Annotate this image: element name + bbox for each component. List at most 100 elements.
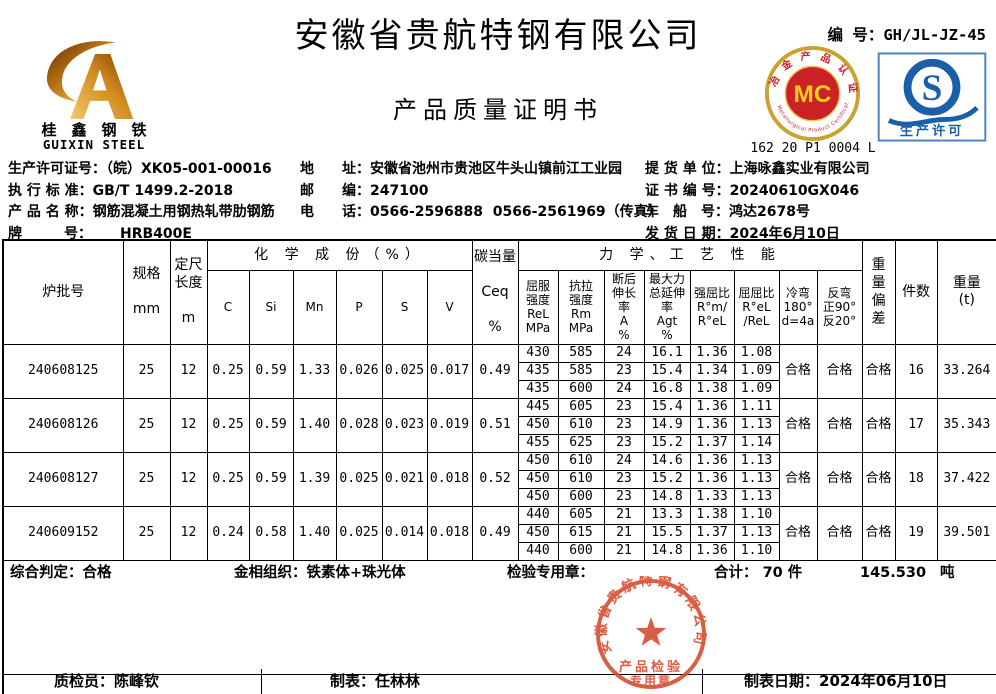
rm-header: 抗拉 强度 Rm MPa <box>557 269 605 345</box>
judgement-label: 综合判定： <box>10 564 83 581</box>
chem-v-header: V <box>426 269 473 345</box>
rel-ratio-cell: 1.09 <box>733 361 780 381</box>
svg-text:安徽省贵航特钢有限公司: 安徽省贵航特钢有限公司 <box>593 576 709 657</box>
rel-ratio-cell: 1.13 <box>733 415 780 435</box>
a-cell: 21 <box>603 523 645 543</box>
rm-rel-cell: 1.36 <box>689 415 735 435</box>
chem-mn-cell: 1.40 <box>292 397 337 453</box>
rel-cell: 435 <box>517 361 559 381</box>
rel-ratio-cell: 1.11 <box>733 397 780 417</box>
rel-cell: 450 <box>517 451 559 471</box>
rel-cell: 450 <box>517 523 559 543</box>
form-number-value: GH/JL-JZ-45 <box>883 26 986 44</box>
spec-cell: 25 <box>122 451 171 507</box>
inspector: 质检员：陈峰钦 <box>54 669 159 694</box>
chem-v-cell: 0.019 <box>426 397 473 453</box>
rm-rel-cell: 1.36 <box>689 451 735 471</box>
table-subrow: 450 615 21 15.5 1.37 1.13 <box>3 523 996 543</box>
logo-text-cn: 桂 鑫 钢 铁 <box>41 121 147 139</box>
rm-rel-cell: 1.33 <box>689 487 735 507</box>
table-row: 240608126 25 12 0.25 0.59 1.40 0.028 0.0… <box>2 397 996 453</box>
rm-cell: 605 <box>557 397 605 417</box>
rm-rel-cell: 1.38 <box>689 505 735 525</box>
chem-p-header: P <box>335 269 383 345</box>
batch-header: 炉批号 <box>2 239 124 345</box>
mc-letters: MC <box>794 81 832 108</box>
rel-cell: 455 <box>517 433 559 453</box>
mc-certificate-code: 162 20 P1 0004 L <box>750 141 876 156</box>
chem-s-cell: 0.025 <box>381 343 428 399</box>
chem-p-cell: 0.026 <box>335 343 383 399</box>
stamp-line1: 产品检验 <box>619 659 683 675</box>
chem-si-header: Si <box>248 269 294 345</box>
company-title: 安徽省贵航特钢有限公司 <box>294 16 702 56</box>
cold-bend-cell: 合格 <box>778 397 818 453</box>
chem-s-cell: 0.021 <box>381 451 428 507</box>
weight-header: 重量 (t) <box>936 239 996 345</box>
rel-ratio-cell: 1.10 <box>733 505 780 525</box>
vehicle-value: 鸿达2678号 <box>729 204 810 220</box>
rel-ratio-cell: 1.14 <box>733 433 780 453</box>
date-value: 2024年06月10日 <box>819 672 948 690</box>
standard-label: 执 行 标 准： <box>8 182 93 199</box>
weight-dev-cell: 合格 <box>861 505 896 561</box>
phone-value: 0566-2596888 0566-2561969（传真） <box>370 204 662 220</box>
standard-value: GB/T 1499.2-2018 <box>92 182 234 199</box>
address-row: 地 址：安徽省池州市贵池区牛头山镇前江工业园 <box>300 159 645 181</box>
table-subrow: 435 600 24 16.8 1.38 1.09 <box>3 379 996 399</box>
length-cell: 12 <box>169 505 208 561</box>
pieces-cell: 16 <box>894 343 938 399</box>
rel-ratio-cell: 1.13 <box>733 523 780 543</box>
inspection-stamp-icon: 安徽省贵航特钢有限公司 产品检验 专用章 <box>593 576 709 689</box>
vehicle-label: 车 船 号： <box>645 204 729 220</box>
agt-cell: 15.5 <box>643 523 691 543</box>
zip-row: 邮 编：247100 <box>300 181 645 203</box>
license-no-value: （皖）XK05-001-00016 <box>106 161 272 177</box>
info-column-middle: 地 址：安徽省池州市贵池区牛头山镇前江工业园 邮 编：247100 电 话：05… <box>300 159 662 224</box>
a-cell: 24 <box>603 379 645 399</box>
rm-rel-cell: 1.34 <box>689 361 735 381</box>
product-name-row: 产 品 名 称：钢筋混凝土用钢热轧带肋钢筋 <box>8 202 300 224</box>
footer-divider <box>702 669 703 694</box>
mech-group-header: 力 学、工 艺 性 能 <box>517 239 863 271</box>
rel-ratio-cell: 1.13 <box>733 469 780 489</box>
rel-header: 屈服 强度 ReL MPa <box>517 269 559 345</box>
qs-license-icon: S 生产许可 <box>877 52 987 142</box>
ship-date-row: 发 货 日 期：2024年6月10日 <box>645 224 992 246</box>
cold-bend-cell: 合格 <box>778 343 818 399</box>
reverse-bend-cell: 合格 <box>816 397 863 453</box>
table-row: 240608125 25 12 0.25 0.59 1.33 0.026 0.0… <box>2 343 996 399</box>
table-row: 240609152 25 12 0.24 0.58 1.40 0.025 0.0… <box>2 505 996 561</box>
weight-dev-cell: 合格 <box>861 451 896 507</box>
preparer-label: 制表： <box>330 672 376 690</box>
batch-cell: 240608127 <box>2 451 124 507</box>
info-column-right: 提 货 单 位：上海咏鑫实业有限公司 证 书 编 号：20240610GX046… <box>645 159 992 245</box>
total-weight-value: 145.530 <box>860 564 927 581</box>
signature-footer: 质检员：陈峰钦 制表：任林林 制表日期：2024年06月10日 <box>2 669 994 694</box>
rel-ratio-cell: 1.08 <box>733 343 780 363</box>
a-cell: 23 <box>603 487 645 507</box>
agt-cell: 16.8 <box>643 379 691 399</box>
qs-label: 生产许可 <box>900 122 965 139</box>
rel-cell: 440 <box>517 505 559 525</box>
a-cell: 21 <box>603 505 645 525</box>
pieces-header: 件数 <box>894 239 938 345</box>
length-cell: 12 <box>169 451 208 507</box>
a-cell: 24 <box>603 343 645 363</box>
rel-ratio-cell: 1.09 <box>733 379 780 399</box>
a-cell: 23 <box>603 469 645 489</box>
zip-value: 247100 <box>370 182 429 199</box>
structure-value: 铁素体+珠光体 <box>306 564 406 581</box>
rm-rel-cell: 1.36 <box>689 343 735 363</box>
chem-mn-cell: 1.39 <box>292 451 337 507</box>
preparer-name: 任林林 <box>375 672 421 690</box>
reverse-bend-cell: 合格 <box>816 505 863 561</box>
spec-header: 规格 mm <box>122 239 171 345</box>
agt-cell: 14.8 <box>643 487 691 507</box>
remarks-row: 备注： 1、此质保书仅限于上述批号及其重量并带有“LS”标志的本厂钢材； 2、本… <box>2 674 996 694</box>
vehicle-row: 车 船 号：鸿达2678号 <box>645 202 992 224</box>
spec-cell: 25 <box>122 505 171 561</box>
table-subrow: 450 610 23 14.9 1.36 1.13 <box>3 415 996 435</box>
chem-p-cell: 0.025 <box>335 505 383 561</box>
agt-cell: 14.9 <box>643 415 691 435</box>
